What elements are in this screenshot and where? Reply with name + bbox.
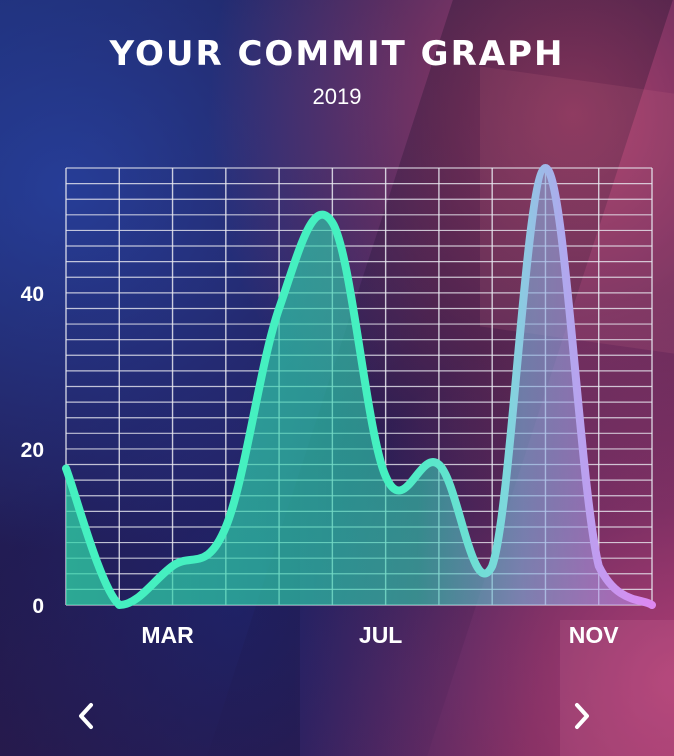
- x-tick-label: JUL: [359, 622, 402, 648]
- x-axis-ticks: MAR JUL NOV: [141, 622, 619, 648]
- background-shard: [560, 620, 674, 756]
- next-year-button[interactable]: [562, 696, 602, 736]
- x-tick-label: NOV: [569, 622, 620, 648]
- chevron-right-icon: [575, 703, 589, 729]
- x-tick-label: MAR: [141, 622, 194, 648]
- y-tick-label: 20: [21, 439, 44, 462]
- y-tick-label: 40: [21, 283, 44, 306]
- previous-year-button[interactable]: [66, 696, 106, 736]
- chevron-left-icon: [79, 703, 93, 729]
- y-tick-label: 0: [32, 595, 44, 618]
- page-subtitle: 2019: [312, 84, 362, 109]
- chart-line-layer: [62, 164, 656, 609]
- y-axis-ticks: 0 20 40: [21, 283, 44, 618]
- page-title: YOUR COMMIT GRAPH: [109, 34, 565, 74]
- commit-series-line: [62, 164, 656, 609]
